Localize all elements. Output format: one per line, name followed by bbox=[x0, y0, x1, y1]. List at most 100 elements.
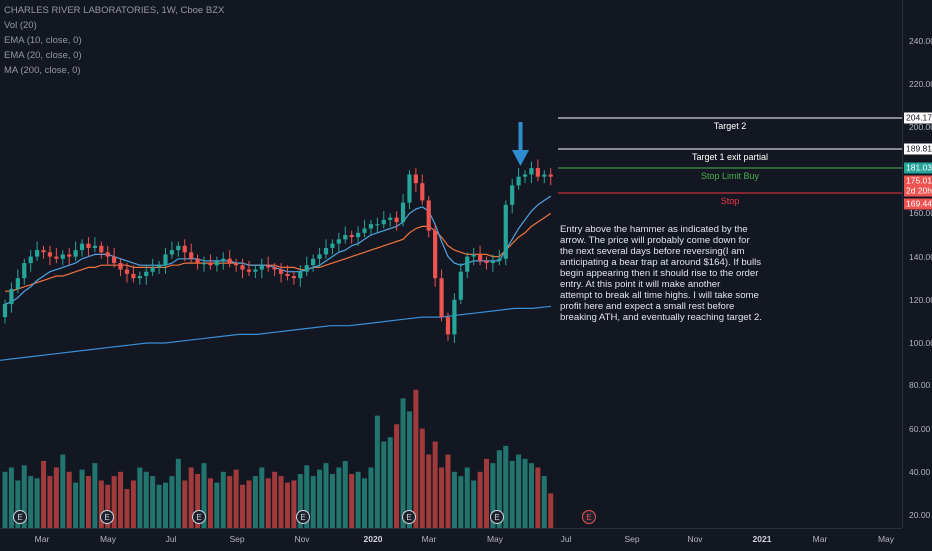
candle-body bbox=[323, 247, 329, 255]
price-tag: 204.17 bbox=[904, 112, 932, 124]
legend-ema20[interactable]: EMA (20, close, 0) bbox=[4, 50, 82, 61]
volume-bar bbox=[464, 467, 470, 528]
volume-bar bbox=[207, 478, 213, 528]
candle-body bbox=[137, 276, 142, 279]
candle-body bbox=[510, 185, 515, 205]
candle-body bbox=[272, 267, 277, 270]
candle-body bbox=[413, 174, 418, 184]
level-label[interactable]: Target 2 bbox=[713, 120, 747, 131]
time-tick: Mar bbox=[34, 534, 50, 544]
trade-note[interactable]: Entry above the hammer as indicated by t… bbox=[560, 224, 762, 323]
volume-bar bbox=[41, 461, 47, 528]
level-label[interactable]: Stop bbox=[720, 196, 740, 206]
candle-body bbox=[201, 263, 207, 265]
candle-body bbox=[253, 269, 258, 272]
legend-volume[interactable]: Vol (20) bbox=[4, 20, 37, 31]
level-label[interactable]: Stop Limit Buy bbox=[700, 170, 760, 181]
candle-body bbox=[304, 265, 309, 272]
volume-bar bbox=[432, 441, 438, 528]
volume-bar bbox=[150, 476, 156, 528]
legend-ema10[interactable]: EMA (10, close, 0) bbox=[4, 35, 82, 46]
candle-body bbox=[343, 235, 348, 240]
volume-bar bbox=[124, 489, 130, 528]
price-tick: 60.00 bbox=[909, 423, 931, 434]
candle-body bbox=[381, 219, 386, 225]
volume-bar bbox=[541, 476, 547, 528]
earnings-marker-icon: E bbox=[490, 510, 504, 524]
time-tick: Nov bbox=[294, 534, 310, 544]
earnings-marker-label: E bbox=[196, 513, 201, 522]
price-tick: 240.00 bbox=[909, 35, 932, 46]
level-label[interactable]: Target 1 exit partial bbox=[691, 152, 769, 162]
time-tick: Nov bbox=[687, 534, 703, 544]
legend-symbol[interactable]: CHARLES RIVER LABORATORIES, 1W, Cboe BZX bbox=[4, 5, 225, 16]
volume-bar bbox=[220, 471, 226, 528]
candle-body bbox=[330, 243, 335, 248]
candle-body bbox=[542, 174, 547, 177]
volume-bar bbox=[496, 450, 502, 528]
volume-bar bbox=[477, 471, 483, 528]
candle-body bbox=[163, 254, 168, 266]
candle-body bbox=[445, 317, 451, 335]
legend-ma200[interactable]: MA (200, close, 0) bbox=[4, 65, 81, 76]
candle-body bbox=[99, 245, 104, 253]
candle-body bbox=[535, 168, 540, 177]
volume-bar bbox=[246, 480, 252, 528]
candle-body bbox=[311, 258, 316, 266]
candle-body bbox=[73, 250, 78, 257]
volume-bar bbox=[535, 467, 541, 528]
candle-body bbox=[227, 258, 232, 264]
candle-body bbox=[298, 271, 303, 279]
candle-body bbox=[54, 256, 59, 259]
ema20-line bbox=[5, 212, 552, 292]
price-tick: 140.00 bbox=[909, 251, 932, 262]
candle-body bbox=[548, 174, 553, 177]
candle-body bbox=[35, 250, 40, 257]
candle-body bbox=[477, 254, 483, 261]
candlesticks bbox=[2, 159, 553, 343]
time-axis[interactable]: Mar May Jul Sep Nov 2020 Mar May Jul Sep Nov 2021 Ma… bbox=[0, 528, 902, 551]
price-tick: 160.00 bbox=[909, 208, 932, 219]
entry-arrow-icon[interactable] bbox=[512, 122, 529, 166]
candle-body bbox=[388, 217, 393, 220]
earnings-marker-label: E bbox=[494, 513, 499, 522]
volume-bar bbox=[317, 469, 323, 528]
candle-body bbox=[240, 265, 245, 270]
candle-body bbox=[394, 217, 399, 223]
candle-body bbox=[291, 276, 296, 279]
time-tick: Jul bbox=[560, 534, 572, 544]
candle-body bbox=[169, 250, 175, 255]
earnings-marker-icon: E bbox=[296, 510, 310, 524]
candle-body bbox=[266, 265, 271, 268]
price-tick: 100.00 bbox=[909, 338, 932, 348]
candle-body bbox=[208, 263, 213, 266]
volume-bar bbox=[163, 482, 168, 528]
time-tick: May bbox=[877, 534, 895, 544]
candle-body bbox=[490, 260, 496, 264]
volume-bar bbox=[47, 476, 53, 528]
volume-bar bbox=[381, 441, 387, 528]
candle-body bbox=[9, 289, 14, 305]
time-tick: May bbox=[99, 534, 117, 544]
earnings-marker-icon: E bbox=[13, 510, 27, 524]
price-levels[interactable] bbox=[558, 117, 902, 194]
candle-body bbox=[41, 250, 46, 253]
price-tag: 2d 20h bbox=[904, 185, 932, 196]
volume-bar bbox=[503, 445, 509, 528]
time-tick: 2021 bbox=[752, 534, 772, 544]
candle-body bbox=[356, 232, 361, 238]
candle-body bbox=[317, 254, 322, 259]
candle-body bbox=[522, 174, 528, 177]
volume-bar bbox=[66, 471, 72, 528]
volume-bar bbox=[15, 480, 21, 528]
candle-body bbox=[426, 200, 431, 231]
volume-bar bbox=[445, 454, 451, 528]
price-axis[interactable]: 240.00220.00200.00180.00160.00140.00120.… bbox=[902, 0, 932, 528]
volume-bar bbox=[284, 482, 290, 528]
candle-body bbox=[176, 245, 181, 251]
candle-body bbox=[407, 174, 412, 203]
earnings-marker-icon: E bbox=[192, 510, 206, 524]
candle-body bbox=[86, 243, 91, 248]
